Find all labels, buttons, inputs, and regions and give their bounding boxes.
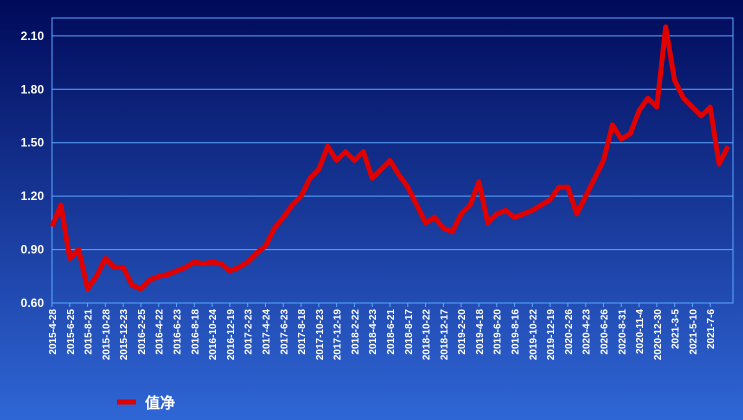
x-tick-label: 2016-2-25: [137, 309, 148, 355]
x-tick-label: 2019-12-19: [546, 309, 557, 361]
x-tick-label: 2018-4-23: [368, 309, 379, 355]
x-tick-label: 2017-4-24: [261, 309, 272, 355]
x-tick-label: 2015-8-21: [84, 309, 95, 355]
line-series: [49, 24, 731, 292]
x-tick-label: 2019-4-18: [475, 309, 486, 355]
y-tick-label: 2.10: [21, 29, 45, 43]
x-tick-label: 2020-4-23: [582, 309, 593, 355]
x-tick-label: 2017-6-23: [279, 309, 290, 355]
x-tick-label: 2016-6-23: [173, 309, 184, 355]
x-tick-label: 2019-2-20: [457, 309, 468, 355]
x-tick-label: 2020-6-26: [599, 309, 610, 355]
x-tick-label: 2015-4-28: [48, 309, 59, 355]
y-tick-label: 0.90: [21, 243, 45, 257]
x-tick-label: 2020-11-4: [635, 309, 646, 354]
x-tick-label: 2019-10-22: [528, 309, 539, 361]
x-tick-label: 2016-8-18: [190, 309, 201, 355]
x-tick-label: 2018-12-17: [439, 309, 450, 361]
x-tick-label: 2017-2-23: [244, 309, 255, 355]
x-tick-label: 2021-5-10: [688, 309, 699, 355]
x-tick-label: 2016-10-24: [208, 309, 219, 361]
x-tick-label: 2019-6-20: [493, 309, 504, 355]
x-tick-label: 2017-10-23: [315, 309, 326, 361]
x-tick-label: 2017-12-19: [333, 309, 344, 361]
x-tick-label: 2018-10-22: [422, 309, 433, 361]
x-tick-label: 2021-3-5: [671, 309, 682, 349]
x-tick-label: 2020-2-26: [564, 309, 575, 355]
y-tick-label: 0.60: [21, 296, 45, 310]
x-tick-label: 2017-8-18: [297, 309, 308, 355]
x-tick-label: 2021-7-6: [706, 309, 717, 349]
x-tick-label: 2016-4-22: [155, 309, 166, 355]
x-tick-label: 2015-12-23: [119, 309, 130, 361]
x-tick-label: 2015-6-25: [66, 309, 77, 355]
y-tick-label: 1.50: [21, 136, 45, 150]
legend-label: 值净: [145, 394, 175, 412]
x-tick-label: 2018-2-22: [350, 309, 361, 355]
x-tick-label: 2015-10-28: [101, 309, 112, 361]
x-tick-label: 2020-12-30: [653, 309, 664, 361]
x-tick-label: 2016-12-19: [226, 309, 237, 361]
y-tick-label: 1.80: [21, 82, 45, 96]
x-tick-label: 2018-8-17: [404, 309, 415, 355]
x-tick-label: 2019-8-16: [511, 309, 522, 355]
x-tick-label: 2018-6-21: [386, 309, 397, 355]
y-tick-label: 1.20: [21, 189, 45, 203]
x-tick-label: 2020-8-31: [617, 309, 628, 355]
